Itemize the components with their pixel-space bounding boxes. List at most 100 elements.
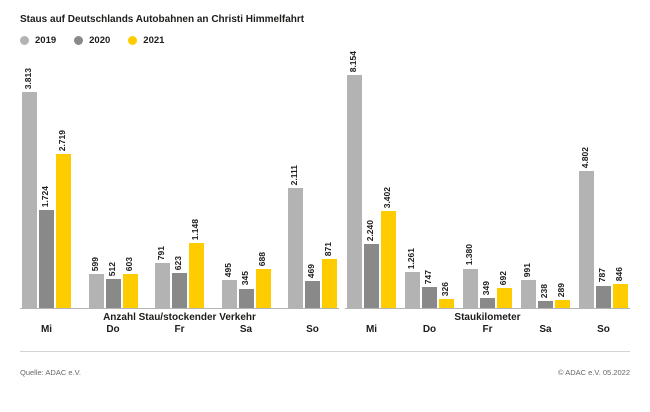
chart-staukilometer: 8.154 2.240 3.402 1.261 747 326 1.380 349 692 991… — [345, 51, 630, 335]
bar-2019-fr: 791 — [155, 246, 170, 308]
plot-area-right: 8.154 2.240 3.402 1.261 747 326 1.380 349 692 991… — [345, 51, 630, 308]
bar-value-label: 289 — [556, 282, 566, 297]
category-label-sa: Sa — [539, 324, 552, 335]
bar-2019-mi: 3.813 — [22, 68, 37, 308]
bar-value-label: 599 — [89, 256, 100, 272]
bar-2019-sa: 495 — [221, 263, 237, 308]
bar-value-label: 991 — [522, 262, 532, 277]
legend-label-2020: 2020 — [89, 35, 111, 46]
bar-group-so: 4.802 787 846 — [579, 147, 628, 308]
x-axis-title-left: Anzahl Stau/stockender Verkehr — [103, 312, 256, 323]
bar-value-label: 2.111 — [289, 165, 299, 186]
bar-value-label: 1.724 — [40, 186, 50, 208]
bar-value-label: 1.380 — [464, 244, 474, 266]
bar-2020-do: 512 — [105, 262, 121, 308]
bar-value-label: 326 — [440, 281, 450, 296]
bar-2019-sa: 991 — [521, 263, 536, 308]
footer: Quelle: ADAC e.V. © ADAC e.V. 05.2022 — [20, 368, 630, 377]
category-label-do: Do — [422, 324, 437, 335]
bar-2019-fr: 1.380 — [463, 244, 478, 308]
bar-group-sa: 495 345 688 — [221, 252, 271, 308]
category-axis-left: Mi Do Fr Sa So — [20, 324, 339, 335]
bar-value-label: 846 — [614, 266, 624, 281]
page-title: Staus auf Deutschlands Autobahnen an Chr… — [20, 14, 305, 25]
legend-label-2019: 2019 — [35, 35, 57, 46]
bar-2021-fr: 692 — [497, 271, 512, 308]
x-axis-line-left — [20, 308, 339, 309]
bar-group-do: 1.261 747 326 — [405, 248, 454, 308]
bar-2019-do: 1.261 — [405, 248, 420, 308]
bar-value-label: 349 — [481, 280, 491, 295]
bar-2021-so: 871 — [322, 242, 337, 308]
bar-value-label: 623 — [173, 255, 183, 270]
bar-2020-mi: 1.724 — [39, 186, 54, 308]
bar-value-label: 3.402 — [382, 186, 392, 208]
x-axis-line-right — [345, 308, 630, 309]
bar-group-mi: 3.813 1.724 2.719 — [22, 68, 71, 308]
legend-swatch-2019-icon — [20, 36, 29, 45]
bar-2019-so: 4.802 — [579, 147, 594, 308]
bar-2020-so: 469 — [305, 264, 320, 308]
legend-item-2021: 2021 — [128, 35, 164, 46]
bar-value-label: 2.719 — [57, 129, 67, 151]
bar-2021-do: 326 — [439, 282, 454, 308]
bar-group-do: 599 512 603 — [88, 257, 138, 308]
bar-group-fr: 1.380 349 692 — [463, 244, 512, 308]
bar-2021-fr: 1.148 — [189, 219, 204, 308]
bar-2020-fr: 349 — [480, 281, 495, 308]
plot-area-left: 3.813 1.724 2.719 599 512 603 791 623 1.148 495 34… — [20, 52, 339, 308]
category-label-so: So — [306, 324, 319, 335]
category-label-fr: Fr — [482, 324, 493, 335]
bar-value-label: 4.802 — [580, 146, 590, 168]
category-label-sa: Sa — [239, 324, 253, 335]
bar-value-label: 495 — [222, 262, 233, 277]
bar-value-label: 688 — [256, 251, 267, 266]
bar-2021-mi: 2.719 — [56, 130, 71, 308]
legend-item-2019: 2019 — [20, 35, 56, 46]
bar-value-label: 692 — [498, 271, 508, 286]
footer-divider — [20, 351, 630, 352]
bar-2020-so: 787 — [596, 268, 611, 308]
bar-value-label: 2.240 — [365, 219, 375, 241]
bar-2020-sa: 345 — [238, 271, 254, 308]
bar-value-label: 512 — [106, 261, 117, 276]
bar-group-fr: 791 623 1.148 — [155, 219, 204, 308]
x-axis-title-right: Staukilometer — [454, 312, 521, 323]
bar-2020-do: 747 — [422, 270, 437, 308]
bar-2021-sa: 289 — [555, 283, 570, 308]
bar-value-label: 791 — [156, 246, 166, 261]
legend-label-2021: 2021 — [143, 35, 165, 46]
copyright-note: © ADAC e.V. 05.2022 — [558, 368, 630, 377]
bar-2021-so: 846 — [613, 267, 628, 308]
bar-value-label: 787 — [597, 268, 607, 283]
bar-value-label: 469 — [306, 264, 316, 279]
source-note: Quelle: ADAC e.V. — [20, 368, 82, 377]
charts-row: 3.813 1.724 2.719 599 512 603 791 623 1.148 495 34… — [20, 51, 630, 335]
bar-value-label: 8.154 — [348, 50, 358, 72]
category-label-fr: Fr — [174, 324, 185, 335]
bar-group-so: 2.111 469 871 — [288, 165, 337, 308]
category-label-do: Do — [106, 324, 120, 335]
bar-2020-mi: 2.240 — [364, 220, 379, 308]
bar-2020-fr: 623 — [172, 256, 187, 308]
bar-value-label: 3.813 — [23, 67, 33, 89]
bar-value-label: 603 — [123, 256, 134, 271]
category-label-mi: Mi — [40, 324, 53, 335]
category-label-so: So — [597, 324, 610, 335]
bar-group-sa: 991 238 289 — [521, 263, 570, 308]
bar-value-label: 238 — [539, 284, 549, 299]
bar-2021-mi: 3.402 — [381, 187, 396, 308]
bar-2020-sa: 238 — [538, 284, 553, 308]
bar-2021-sa: 688 — [255, 252, 271, 308]
bar-group-mi: 8.154 2.240 3.402 — [347, 51, 396, 308]
bar-value-label: 1.148 — [190, 218, 200, 240]
legend: 2019 2020 2021 — [20, 35, 630, 46]
category-label-mi: Mi — [365, 324, 378, 335]
bar-2019-mi: 8.154 — [347, 51, 362, 308]
bar-value-label: 345 — [239, 271, 250, 286]
legend-swatch-2020-icon — [74, 36, 84, 45]
chart-anzahl-stau: 3.813 1.724 2.719 599 512 603 791 623 1.148 495 34… — [20, 52, 339, 335]
bar-2019-so: 2.111 — [288, 165, 303, 308]
bar-value-label: 871 — [323, 241, 333, 256]
